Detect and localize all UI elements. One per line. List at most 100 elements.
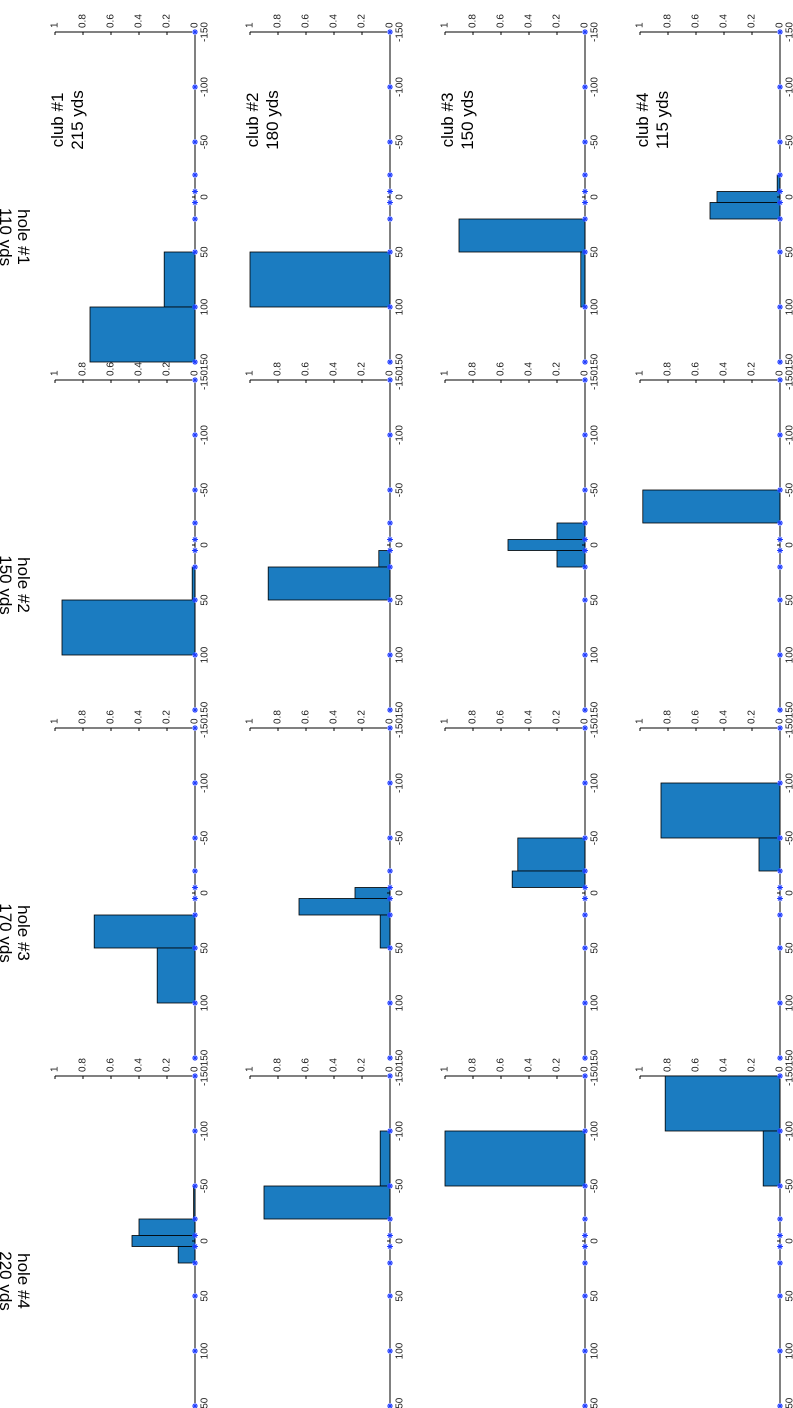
x-tick-label: -100: [200, 773, 211, 793]
bar: [458, 218, 586, 253]
bar: [131, 1235, 196, 1247]
bin-edge-marker: [192, 216, 198, 222]
bin-edge-marker: [387, 1232, 393, 1239]
y-tick-label: 0.4: [134, 362, 145, 376]
y-tick-label: 0.6: [496, 362, 507, 376]
bin-edge-marker: [192, 835, 198, 841]
y-tick-label: 0.8: [78, 362, 89, 376]
x-tick-label: 150: [590, 701, 601, 718]
y-tick-label: 0: [775, 1066, 786, 1072]
x-tick-label: 150: [395, 1397, 406, 1408]
bin-edge-marker: [192, 1232, 198, 1239]
bin-edge-marker: [192, 547, 198, 554]
y-tick-label: 0.2: [747, 1058, 758, 1072]
x-tick-label: 50: [395, 942, 406, 954]
y-tick-label: 0.4: [524, 14, 535, 28]
row-subtitle: 170 yds: [0, 903, 15, 963]
x-tick-label: -100: [200, 77, 211, 97]
bin-edge-marker: [192, 29, 198, 35]
bin-edge-marker: [387, 536, 393, 543]
bin-edge-marker: [387, 884, 393, 891]
x-tick-label: 0: [785, 194, 793, 200]
bin-edge-marker: [582, 780, 588, 786]
panel: 0 0.2 0.4 0.6 0.8 1 -150 -100 -50 0 50 100 150: [245, 362, 406, 719]
bin-edge-marker: [192, 780, 198, 786]
bin-edge-marker: [192, 1243, 198, 1250]
x-tick-label: 100: [200, 646, 211, 663]
x-tick-label: 150: [395, 1049, 406, 1066]
y-tick-label: 0.6: [496, 14, 507, 28]
bin-edge-marker: [582, 1260, 588, 1266]
bin-edge-marker: [582, 652, 588, 658]
y-tick-label: 0.8: [78, 710, 89, 724]
bin-edge-marker: [777, 1232, 783, 1239]
bin-edge-marker: [582, 884, 588, 891]
panel: 0 0.2 0.4 0.6 0.8 1 -150 -100 -50 0 50 100 150: [245, 710, 406, 1067]
x-tick-label: -150: [200, 1066, 211, 1086]
column-subtitle: 215 yds: [68, 90, 87, 150]
bar: [642, 489, 781, 524]
row-title: hole #2: [14, 557, 33, 613]
column-title: club #2: [243, 93, 262, 148]
y-tick-label: 0.2: [552, 14, 563, 28]
bar: [156, 947, 196, 1004]
bar: [664, 1075, 781, 1132]
y-tick-label: 0: [385, 22, 396, 28]
x-tick-label: 100: [395, 646, 406, 663]
x-tick-label: 100: [590, 1342, 601, 1359]
bin-edge-marker: [582, 188, 588, 195]
column-label: club #3150 yds: [438, 90, 477, 150]
bin-edge-marker: [192, 1293, 198, 1299]
bin-edge-marker: [387, 835, 393, 841]
bin-edge-marker: [777, 1243, 783, 1250]
x-tick-label: -150: [395, 22, 406, 42]
y-tick-label: 1: [245, 22, 256, 28]
bin-edge-marker: [192, 84, 198, 90]
bin-edge-marker: [777, 884, 783, 891]
x-tick-label: -150: [395, 718, 406, 738]
x-tick-label: 150: [785, 701, 793, 718]
y-tick-label: 1: [635, 22, 646, 28]
y-tick-label: 0.2: [162, 710, 173, 724]
bin-edge-marker: [192, 304, 198, 310]
y-tick-label: 0: [190, 22, 201, 28]
column-label: club #1215 yds: [48, 90, 87, 150]
y-tick-label: 0: [190, 718, 201, 724]
bin-edge-marker: [387, 304, 393, 310]
bin-edge-marker: [582, 432, 588, 438]
bin-edge-marker: [192, 199, 198, 206]
bin-edge-marker: [777, 1128, 783, 1134]
y-tick-label: 0.6: [106, 1058, 117, 1072]
bin-edge-marker: [777, 359, 783, 365]
bin-edge-marker: [387, 1128, 393, 1134]
bin-edge-marker: [387, 895, 393, 902]
bar: [709, 202, 781, 220]
bin-edge-marker: [387, 199, 393, 206]
column-label: club #2180 yds: [243, 90, 282, 150]
x-tick-label: 100: [590, 298, 601, 315]
y-tick-label: 0.4: [329, 362, 340, 376]
bar: [511, 870, 586, 888]
bin-edge-marker: [777, 564, 783, 570]
panel: 0 0.2 0.4 0.6 0.8 1 -150 -100 -50 0 50 100 150: [635, 362, 793, 719]
x-tick-label: 150: [395, 701, 406, 718]
x-tick-label: 100: [395, 298, 406, 315]
x-tick-label: -100: [785, 1121, 793, 1141]
x-tick-label: 100: [785, 298, 793, 315]
bar: [93, 914, 196, 949]
y-tick-label: 0.4: [134, 14, 145, 28]
x-tick-label: -100: [395, 77, 406, 97]
bar: [267, 566, 391, 601]
y-tick-label: 0.8: [663, 710, 674, 724]
x-tick-label: 50: [785, 942, 793, 954]
bar: [762, 1130, 781, 1187]
x-tick-label: -150: [590, 718, 601, 738]
y-tick-label: 0.6: [691, 14, 702, 28]
bin-edge-marker: [387, 1000, 393, 1006]
bin-edge-marker: [192, 895, 198, 902]
bin-edge-marker: [777, 895, 783, 902]
y-tick-label: 1: [440, 718, 451, 724]
x-tick-label: 100: [590, 994, 601, 1011]
bin-edge-marker: [582, 945, 588, 951]
bin-edge-marker: [387, 725, 393, 731]
